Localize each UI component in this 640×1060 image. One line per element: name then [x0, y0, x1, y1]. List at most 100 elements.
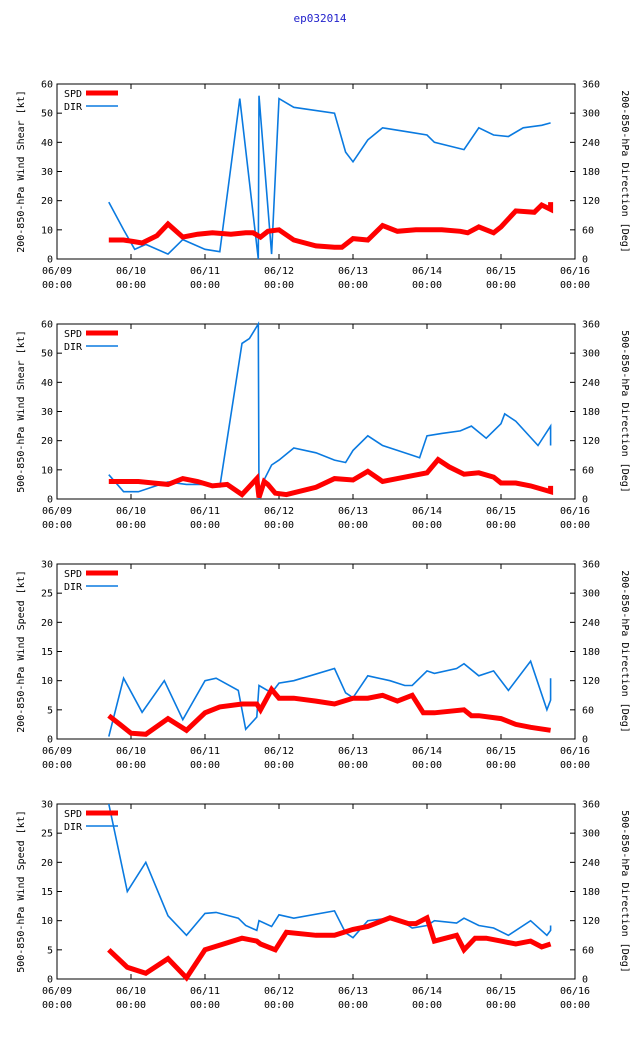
x-tick-label-time: 00:00	[412, 520, 442, 531]
plot-frame	[56, 563, 576, 740]
legend: SPD DIR	[64, 89, 118, 113]
x-tick-label-time: 00:00	[264, 280, 294, 291]
y2-tick-label: 300	[582, 589, 600, 600]
x-tick-label-time: 00:00	[264, 1000, 294, 1011]
legend: SPD DIR	[64, 569, 118, 593]
y2-tick-label: 120	[582, 436, 600, 447]
y-tick-label: 0	[47, 495, 53, 506]
x-tick-label-date: 06/13	[338, 746, 368, 757]
y-tick-label: 20	[41, 858, 53, 869]
chart-panel-1: 0 10 20 30 40 50 60 0 60 120 180 240 300 360 06/09 00:0…	[16, 80, 630, 292]
y-tick-label: 30	[41, 407, 53, 418]
y-tick-label: 30	[41, 800, 53, 811]
x-tick-label-time: 00:00	[560, 1000, 590, 1011]
x-tick-label-time: 00:00	[116, 1000, 146, 1011]
x-tick-label-date: 06/11	[190, 986, 220, 997]
x-tick-label-date: 06/15	[486, 986, 516, 997]
y2-tick-label: 0	[582, 975, 588, 986]
y-axis-label: 200-850-hPa Wind Shear [kt]	[16, 90, 27, 253]
y-tick-label: 40	[41, 138, 53, 149]
y-tick-label: 15	[41, 887, 53, 898]
x-tick-label-date: 06/16	[560, 506, 590, 517]
y-tick-label: 0	[47, 975, 53, 986]
y2-tick-label: 120	[582, 916, 600, 927]
y-tick-label: 20	[41, 618, 53, 629]
y2-tick-label: 240	[582, 858, 600, 869]
x-tick-label-time: 00:00	[116, 520, 146, 531]
x-tick-label-time: 00:00	[190, 760, 220, 771]
y2-tick-label: 120	[582, 196, 600, 207]
y-tick-label: 10	[41, 916, 53, 927]
y-tick-label: 10	[41, 676, 53, 687]
x-tick-label-date: 06/12	[264, 266, 294, 277]
x-tick-label-date: 06/14	[412, 986, 442, 997]
x-tick-label-time: 00:00	[116, 280, 146, 291]
y2-tick-label: 360	[582, 800, 600, 811]
x-tick-label-date: 06/13	[338, 986, 368, 997]
y2-tick-label: 300	[582, 349, 600, 360]
x-tick-label-time: 00:00	[116, 760, 146, 771]
y-tick-label: 0	[47, 255, 53, 266]
plot-frame	[56, 803, 576, 980]
y2-tick-label: 300	[582, 109, 600, 120]
x-tick-label-time: 00:00	[486, 520, 516, 531]
chart-panel-2: 0 10 20 30 40 50 60 0 60 120 180 240 300 360 06/09 00:0…	[16, 320, 630, 532]
legend-label-spd: SPD	[64, 89, 82, 100]
x-tick-label-time: 00:00	[42, 1000, 72, 1011]
x-tick-label-date: 06/12	[264, 986, 294, 997]
y2-tick-label: 0	[582, 255, 588, 266]
x-tick-label-time: 00:00	[560, 520, 590, 531]
x-tick-label-time: 00:00	[190, 1000, 220, 1011]
spd-series-line	[107, 914, 552, 982]
y-tick-label: 60	[41, 80, 53, 91]
y2-tick-label: 60	[582, 465, 594, 476]
x-tick-label-date: 06/10	[116, 746, 146, 757]
y-tick-label: 15	[41, 647, 53, 658]
y-tick-label: 10	[41, 225, 53, 236]
legend-label-spd: SPD	[64, 329, 82, 340]
y2-tick-label: 180	[582, 407, 600, 418]
y-tick-label: 40	[41, 378, 53, 389]
dir-series-line	[108, 803, 552, 939]
y2-axis-label: 500-850-hPa Direction [Deg]	[619, 810, 630, 973]
x-tick-label-date: 06/16	[560, 266, 590, 277]
plot-frame	[56, 323, 576, 500]
x-tick-label-date: 06/09	[42, 266, 72, 277]
legend-label-dir: DIR	[64, 582, 83, 593]
y-axis-label: 500-850-hPa Wind Shear [kt]	[16, 330, 27, 493]
dir-series-line	[108, 659, 552, 737]
x-tick-label-date: 06/14	[412, 266, 442, 277]
page-title: ep032014	[293, 12, 347, 25]
x-tick-label-date: 06/16	[560, 986, 590, 997]
y-tick-label: 25	[41, 589, 53, 600]
legend: SPD DIR	[64, 329, 118, 353]
y2-tick-label: 0	[582, 735, 588, 746]
chart-panel-4: 05101520253006012018024030036006/0900:00…	[16, 800, 630, 1012]
y2-tick-label: 60	[582, 225, 594, 236]
x-tick-label-time: 00:00	[190, 280, 220, 291]
legend-label-dir: DIR	[64, 102, 83, 113]
x-tick-label-time: 00:00	[42, 520, 72, 531]
y2-tick-label: 120	[582, 676, 600, 687]
x-tick-label-date: 06/14	[412, 506, 442, 517]
x-tick-label-date: 06/12	[264, 746, 294, 757]
chart-panel-3: 05101520253006012018024030036006/0900:00…	[16, 560, 630, 772]
y-tick-label: 60	[41, 320, 53, 331]
spd-series-line	[107, 684, 551, 737]
legend-label-dir: DIR	[64, 822, 83, 833]
x-tick-label-date: 06/10	[116, 986, 146, 997]
x-tick-label-time: 00:00	[42, 760, 72, 771]
x-tick-label-date: 06/11	[190, 266, 220, 277]
legend: SPD DIR	[64, 809, 118, 833]
y2-tick-label: 0	[582, 495, 588, 506]
x-tick-label-time: 00:00	[486, 1000, 516, 1011]
x-tick-label-time: 00:00	[338, 520, 368, 531]
y-tick-label: 25	[41, 829, 53, 840]
y2-tick-label: 300	[582, 829, 600, 840]
x-tick-label-date: 06/14	[412, 746, 442, 757]
x-tick-label-date: 06/13	[338, 266, 368, 277]
x-tick-label-date: 06/11	[190, 506, 220, 517]
x-tick-label-time: 00:00	[190, 520, 220, 531]
y2-tick-label: 360	[582, 560, 600, 571]
x-tick-label-time: 00:00	[264, 520, 294, 531]
